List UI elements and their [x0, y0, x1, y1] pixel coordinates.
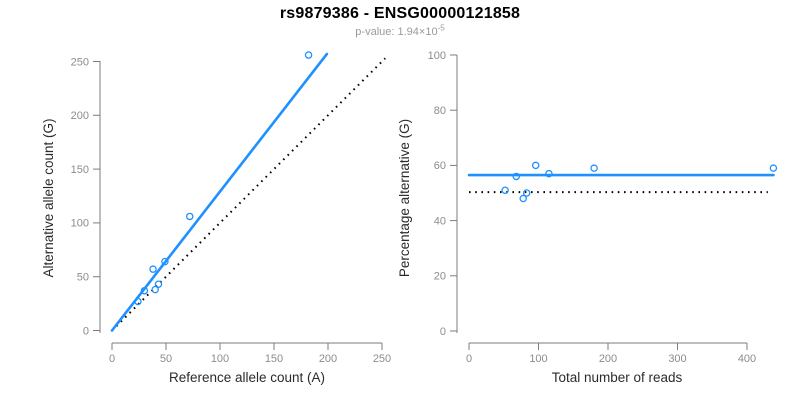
y-tick-label: 100 [428, 50, 446, 62]
x-tick-label: 100 [529, 353, 547, 365]
data-point [151, 285, 159, 294]
x-tick-label: 250 [373, 353, 391, 365]
x-tick-label: 50 [160, 353, 172, 365]
data-point [140, 286, 149, 295]
x-tick-label: 0 [466, 353, 472, 365]
data-point [134, 297, 142, 306]
data-point [161, 257, 169, 266]
panel-right: 0 20 40 60 80 100 0 100 200 300 400 Total number of… [397, 50, 778, 385]
data-point [149, 265, 157, 273]
data-point [501, 186, 509, 194]
x-axis-title: Reference allele count (A) [169, 370, 325, 385]
data-point [186, 212, 194, 221]
y-tick-label: 0 [83, 325, 89, 337]
y-tick-label: 20 [434, 271, 446, 283]
figure-title: rs9879386 - ENSG00000121858 [279, 5, 521, 22]
data-point [154, 280, 163, 288]
y-tick-label: 200 [71, 110, 89, 122]
data-point [519, 194, 527, 203]
x-tick-label: 300 [668, 353, 686, 365]
reference-dotted-line [111, 57, 386, 332]
x-tick-label: 150 [265, 353, 283, 365]
data-point [531, 161, 540, 170]
figure-subtitle: p-value: 1.94×10-5 [0, 23, 800, 38]
y-axis-title: Percentage alternative (G) [397, 119, 412, 277]
data-point [522, 189, 531, 197]
data-point [769, 164, 778, 172]
x-axis-title: Total number of reads [552, 370, 683, 385]
data-point [512, 172, 521, 181]
x-tick-label: 200 [599, 353, 617, 365]
pvalue-text: p-value: 1.94×10 [355, 26, 438, 38]
y-tick-label: 80 [434, 105, 446, 117]
data-point [590, 164, 598, 172]
panel-left: 0 50 100 150 200 250 0 50 100 150 200 250 Reference … [41, 51, 391, 385]
y-tick-label: 50 [77, 272, 89, 284]
y-tick-label: 250 [71, 56, 89, 68]
x-tick-label: 0 [109, 353, 115, 365]
x-tick-label: 100 [211, 353, 229, 365]
y-tick-label: 60 [434, 160, 446, 172]
data-point [545, 169, 553, 178]
y-tick-label: 100 [71, 218, 89, 230]
fit-line [110, 52, 329, 332]
y-tick-label: 40 [434, 215, 446, 227]
y-axis-title: Alternative allele count (G) [41, 118, 56, 277]
x-tick-label: 400 [738, 353, 756, 365]
y-tick-label: 0 [440, 326, 446, 338]
pvalue-exponent: -5 [437, 23, 445, 33]
x-tick-label: 200 [319, 353, 337, 365]
y-tick-label: 150 [71, 164, 89, 176]
data-point [304, 51, 313, 59]
